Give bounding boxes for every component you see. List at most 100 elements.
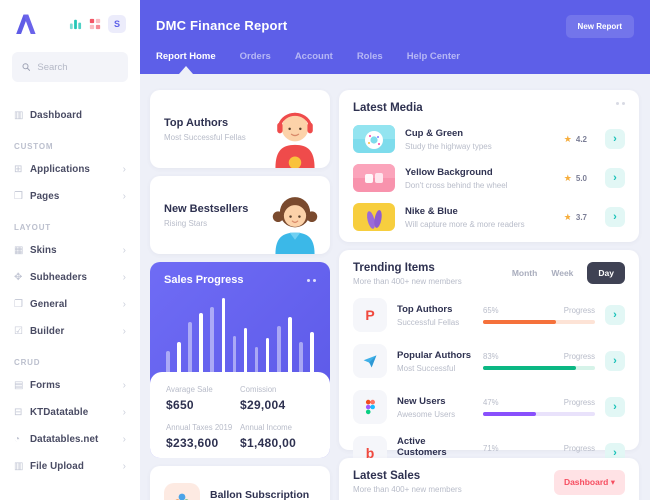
new-report-button[interactable]: New Report [565, 15, 634, 38]
apps-icon: ⊞ [14, 164, 23, 175]
chevron-right-icon: › [122, 326, 126, 337]
filter-month[interactable]: Month [511, 268, 538, 278]
header-tabs: Report Home Orders Account Roles Help Ce… [156, 51, 634, 74]
filter-week[interactable]: Week [551, 268, 574, 278]
skins-icon: ▦ [14, 245, 24, 256]
sales-progress-card: Sales Progress Avarage Sale $650 Comissi… [150, 262, 330, 458]
sales-stats: Avarage Sale $650 Comission $29,004 Annu… [150, 372, 330, 458]
chevron-right-icon: › [122, 461, 126, 472]
star-icon: ★ ★ [563, 211, 572, 222]
sidebar-item-pages[interactable]: ❒ Pages › [14, 191, 126, 202]
sidebar-section-custom: CUSTOM [14, 142, 54, 151]
sidebar-menu: ▥ Dashboard CUSTOM ⊞ Applications › ❒ Pa… [0, 94, 140, 482]
media-thumbnail-donut [353, 125, 395, 153]
sidebar-item-dashboard[interactable]: ▥ Dashboard [14, 110, 83, 121]
media-item[interactable]: Yellow Background Don't cross behind the… [353, 164, 625, 192]
forms-icon: ▤ [14, 380, 24, 391]
media-title: Cup & Green [405, 127, 464, 139]
pages-icon: ❒ [14, 191, 23, 202]
open-media-button[interactable]: › [605, 168, 625, 188]
chevron-right-icon: › [122, 164, 126, 175]
tab-roles[interactable]: Roles [356, 51, 383, 62]
paper-plane-icon [353, 344, 387, 378]
sidebar-section-crud: CRUD [14, 358, 41, 367]
latest-media-card: Latest Media [339, 90, 639, 242]
card-title: Latest Media [353, 102, 423, 114]
stat-average-sale: Avarage Sale $650 [166, 385, 213, 412]
sidebar-item-applications[interactable]: ⊞ Applications › [14, 164, 126, 175]
sales-bar-chart [150, 286, 330, 382]
media-title: Nike & Blue [405, 205, 458, 217]
sidebar-item-ktdatatable[interactable]: ⊟ KTDatatable › [14, 407, 126, 418]
sidebar-item-skins[interactable]: ▦ Skins › [14, 245, 126, 256]
media-thumbnail-cups [353, 164, 395, 192]
main-area: DMC Finance Report New Report Report Hom… [140, 0, 650, 500]
card-title: Top Authors [164, 116, 229, 129]
content: Top Authors Most Successful Fellas [140, 74, 650, 500]
girl-avatar [272, 197, 318, 254]
rating: ★ ★ 3.7 [563, 211, 587, 222]
period-filters: Month Week Day [512, 262, 625, 284]
search-input[interactable] [37, 61, 118, 73]
left-column: Top Authors Most Successful Fellas [150, 90, 330, 500]
profile-badge[interactable]: S [108, 14, 126, 33]
more-menu-icon[interactable] [307, 278, 316, 282]
open-media-button[interactable]: › [605, 129, 625, 149]
new-bestsellers-card[interactable]: New Bestsellers Rising Stars [150, 176, 330, 254]
subheaders-icon: ✥ [14, 272, 23, 283]
sidebar: S ▥ Dashboard CUSTOM ⊞ Applications › ❒ [0, 0, 140, 500]
apps-grid-icon[interactable] [89, 18, 101, 30]
tab-report-home[interactable]: Report Home [156, 51, 216, 62]
sidebar-item-subheaders[interactable]: ✥ Subheaders › [14, 272, 126, 283]
dashboard-dropdown-button[interactable]: Dashboard ▾ [553, 470, 625, 495]
tab-orders[interactable]: Orders [239, 51, 271, 62]
card-subtitle: Rising Stars [164, 218, 208, 228]
chevron-right-icon: › [122, 245, 126, 256]
sidebar-toolbar: S [69, 14, 126, 33]
card-subtitle: More than 400+ new members [353, 277, 462, 286]
media-title: Yellow Background [405, 166, 493, 178]
tab-help-center[interactable]: Help Center [406, 51, 461, 62]
open-item-button[interactable]: › [605, 397, 625, 417]
bar-chart-icon[interactable] [69, 17, 82, 30]
sidebar-item-forms[interactable]: ▤ Forms › [14, 380, 126, 391]
balloons-icon [164, 483, 200, 500]
filter-day[interactable]: Day [587, 262, 625, 284]
media-item[interactable]: Nike & Blue Will capture more & more rea… [353, 203, 625, 231]
sidebar-section-layout: LAYOUT [14, 223, 51, 232]
progress: 65% Progress [483, 306, 595, 324]
datatables-net-icon: ◔ [14, 434, 21, 445]
page-header: DMC Finance Report New Report Report Hom… [140, 0, 650, 74]
media-subtitle: Don't cross behind the wheel [405, 180, 508, 190]
file-upload-icon: ▥ [14, 461, 24, 472]
chevron-right-icon: › [122, 299, 126, 310]
trending-item[interactable]: P Top Authors Successful Fellas 65% Prog… [353, 298, 625, 332]
brand-logo-icon[interactable] [14, 13, 41, 34]
open-media-button[interactable]: › [605, 207, 625, 227]
sidebar-item-builder[interactable]: ☑ Builder › [14, 326, 126, 337]
search-box[interactable] [12, 52, 128, 82]
right-column: Latest Media [339, 90, 639, 500]
sidebar-item-general[interactable]: ❐ General › [14, 299, 126, 310]
chevron-right-icon: › [122, 407, 126, 418]
trending-item[interactable]: New Users Awesome Users 47% Progress [353, 390, 625, 424]
media-subtitle: Will capture more & more readers [405, 219, 525, 229]
ballon-subscription-card[interactable]: Ballon Subscription Trend for Top [150, 466, 330, 500]
datatable-icon: ⊟ [14, 407, 23, 418]
tab-account[interactable]: Account [294, 51, 333, 62]
top-authors-card[interactable]: Top Authors Most Successful Fellas [150, 90, 330, 168]
stat-annual-taxes: Annual Taxes 2019 $233,600 [166, 423, 233, 450]
open-item-button[interactable]: › [605, 305, 625, 325]
latest-sales-card: Latest Sales More than 400+ new members … [339, 458, 639, 500]
pinterest-icon: P [353, 298, 387, 332]
open-item-button[interactable]: › [605, 351, 625, 371]
trending-item[interactable]: Popular Authors Most Successful 83% Prog… [353, 344, 625, 378]
progress: 83% Progress [483, 352, 595, 370]
media-item[interactable]: Cup & Green Study the highway types ★ ★ 4… [353, 125, 625, 153]
general-icon: ❐ [14, 299, 23, 310]
sidebar-item-file-upload[interactable]: ▥ File Upload › [14, 461, 126, 472]
chevron-right-icon: › [122, 434, 126, 445]
more-menu-icon[interactable] [616, 102, 625, 105]
sidebar-item-datatables-net[interactable]: ◔ Datatables.net › [14, 434, 126, 445]
chevron-down-icon: ▾ [610, 477, 615, 487]
